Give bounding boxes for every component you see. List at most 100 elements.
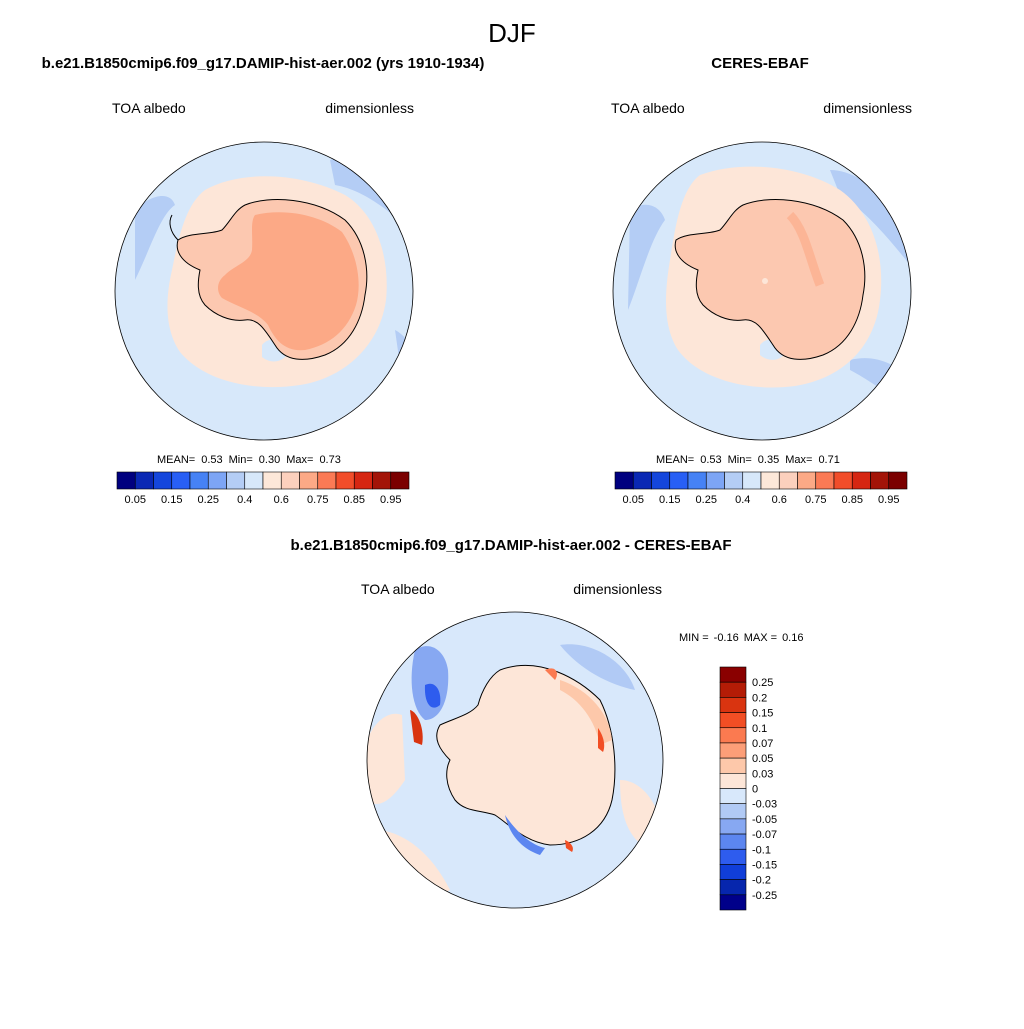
panel-diff-colorbar: 0.25 0.2 0.15 0.1 0.07 0.05 0.03 0 -0.03 -0.05 -0.…	[719, 666, 777, 911]
colorbar-tick-label: 0.07	[752, 738, 773, 750]
antarctic-plateau	[218, 212, 359, 351]
colorbar-tick-label: -0.03	[752, 799, 777, 811]
colorbar-bin	[742, 471, 762, 490]
panel-obs-title: CERES-EBAF	[711, 55, 809, 72]
colorbar-tick-label: 0.05	[125, 494, 146, 506]
panel-model-map-border	[114, 141, 414, 441]
diff-pos-peninsula	[410, 710, 423, 745]
panel-diff-map	[367, 612, 663, 908]
colorbar-bin	[724, 471, 744, 490]
panel-obs-map	[613, 142, 911, 440]
colorbar-bin	[719, 879, 747, 896]
colorbar-tick-label: 0.25	[696, 494, 717, 506]
colorbar-bin	[870, 471, 890, 490]
colorbar-bin	[226, 471, 246, 490]
colorbar-bin	[153, 471, 173, 490]
colorbar-bin	[116, 471, 136, 490]
panel-diff-left-label: TOA albedo	[361, 581, 435, 597]
colorbar-bin	[719, 833, 747, 850]
panel-model-map	[115, 142, 413, 440]
dome-spot	[762, 278, 768, 284]
colorbar-bin	[851, 471, 871, 490]
colorbar-bin	[815, 471, 835, 490]
diff-pos-coast-e	[598, 728, 605, 752]
panel-diff-title: b.e21.B1850cmip6.f09_g17.DAMIP-hist-aer.…	[291, 537, 732, 554]
colorbar-bin	[372, 471, 392, 490]
colorbar-tick-label: 0.95	[380, 494, 401, 506]
panel-model-left-label: TOA albedo	[112, 100, 186, 116]
colorbar-tick-label: 0.05	[752, 753, 773, 765]
colorbar-bin	[669, 471, 689, 490]
colorbar-bin	[207, 471, 227, 490]
diff-pos-coastal-east	[560, 680, 612, 745]
panel-obs-map-border	[612, 141, 912, 441]
colorbar-bin	[888, 471, 908, 490]
antarctica-diff	[436, 665, 616, 846]
colorbar-bin	[651, 471, 671, 490]
colorbar-tick-label: -0.15	[752, 859, 777, 871]
colorbar-bin	[833, 471, 853, 490]
diff-neg-ross	[505, 815, 545, 855]
antarctica-ice-sheet	[674, 199, 866, 360]
plateau-ridge	[786, 211, 825, 287]
colorbar-bin	[280, 471, 300, 490]
colorbar-bin	[134, 471, 154, 490]
colorbar-bin	[719, 848, 747, 865]
panel-obs-left-label: TOA albedo	[611, 100, 685, 116]
ocean-low-albedo-ne	[330, 157, 413, 235]
ocean-low-albedo-ne	[830, 170, 910, 265]
panel-diff-stats: MIN = -0.16 MAX = 0.16	[679, 632, 803, 644]
panel-diff-right-label: dimensionless	[573, 581, 662, 597]
colorbar-bin	[719, 712, 747, 729]
colorbar-bin	[244, 471, 264, 490]
panel-diff: b.e21.B1850cmip6.f09_g17.DAMIP-hist-aer.…	[291, 537, 803, 911]
colorbar-bin	[262, 471, 282, 490]
colorbar-bin	[719, 818, 747, 835]
diff-pos-coast-n	[545, 668, 557, 680]
colorbar-tick-label: 0.85	[344, 494, 365, 506]
colorbar-tick-label: 0.6	[772, 494, 787, 506]
colorbar-bin	[687, 471, 707, 490]
colorbar-bin	[171, 471, 191, 490]
panel-model-right-label: dimensionless	[325, 100, 414, 116]
colorbar-tick-label: 0.15	[659, 494, 680, 506]
colorbar-tick-label: 0	[752, 784, 758, 796]
colorbar-bin	[632, 471, 652, 490]
antarctic-peninsula-coast	[169, 214, 179, 241]
panel-model-colorbar: 0.05 0.15 0.25 0.4 0.6 0.75 0.85 0.95	[116, 471, 410, 506]
colorbar-bin	[705, 471, 725, 490]
diff-pos-coast-s	[565, 840, 573, 852]
ocean-low-albedo-w	[135, 195, 175, 280]
colorbar-bin	[299, 471, 319, 490]
colorbar-tick-label: -0.05	[752, 814, 777, 826]
colorbar-tick-label: 0.25	[198, 494, 219, 506]
colorbar-bin	[719, 757, 747, 774]
colorbar-tick-label: 0.85	[842, 494, 863, 506]
panel-obs-stats: MEAN= 0.53 Min= 0.35 Max= 0.71	[656, 454, 840, 466]
diff-pos-west	[367, 713, 405, 804]
panel-model-title: b.e21.B1850cmip6.f09_g17.DAMIP-hist-aer.…	[42, 55, 485, 72]
figure-title: DJF	[488, 18, 536, 48]
colorbar-tick-label: 0.75	[805, 494, 826, 506]
diff-neg-weddell-core	[424, 683, 441, 708]
colorbar-bin	[760, 471, 780, 490]
colorbar-bin	[614, 471, 634, 490]
colorbar-tick-label: 0.4	[735, 494, 750, 506]
panel-model-stats: MEAN= 0.53 Min= 0.30 Max= 0.73	[157, 454, 341, 466]
colorbar-bin	[353, 471, 373, 490]
colorbar-bin	[719, 697, 747, 713]
colorbar-bin	[719, 894, 747, 911]
colorbar-bin	[719, 788, 747, 804]
colorbar-tick-label: -0.25	[752, 890, 777, 902]
panel-obs: CERES-EBAF TOA albedo dimensionless MEAN…	[611, 55, 912, 506]
colorbar-tick-label: 0.75	[307, 494, 328, 506]
colorbar-tick-label: 0.15	[752, 708, 773, 720]
colorbar-bin	[335, 471, 355, 490]
colorbar-bin	[719, 666, 747, 683]
colorbar-bin	[719, 681, 747, 698]
colorbar-bin	[719, 864, 747, 880]
colorbar-tick-label: 0.1	[752, 723, 767, 735]
colorbar-bin	[719, 803, 747, 820]
